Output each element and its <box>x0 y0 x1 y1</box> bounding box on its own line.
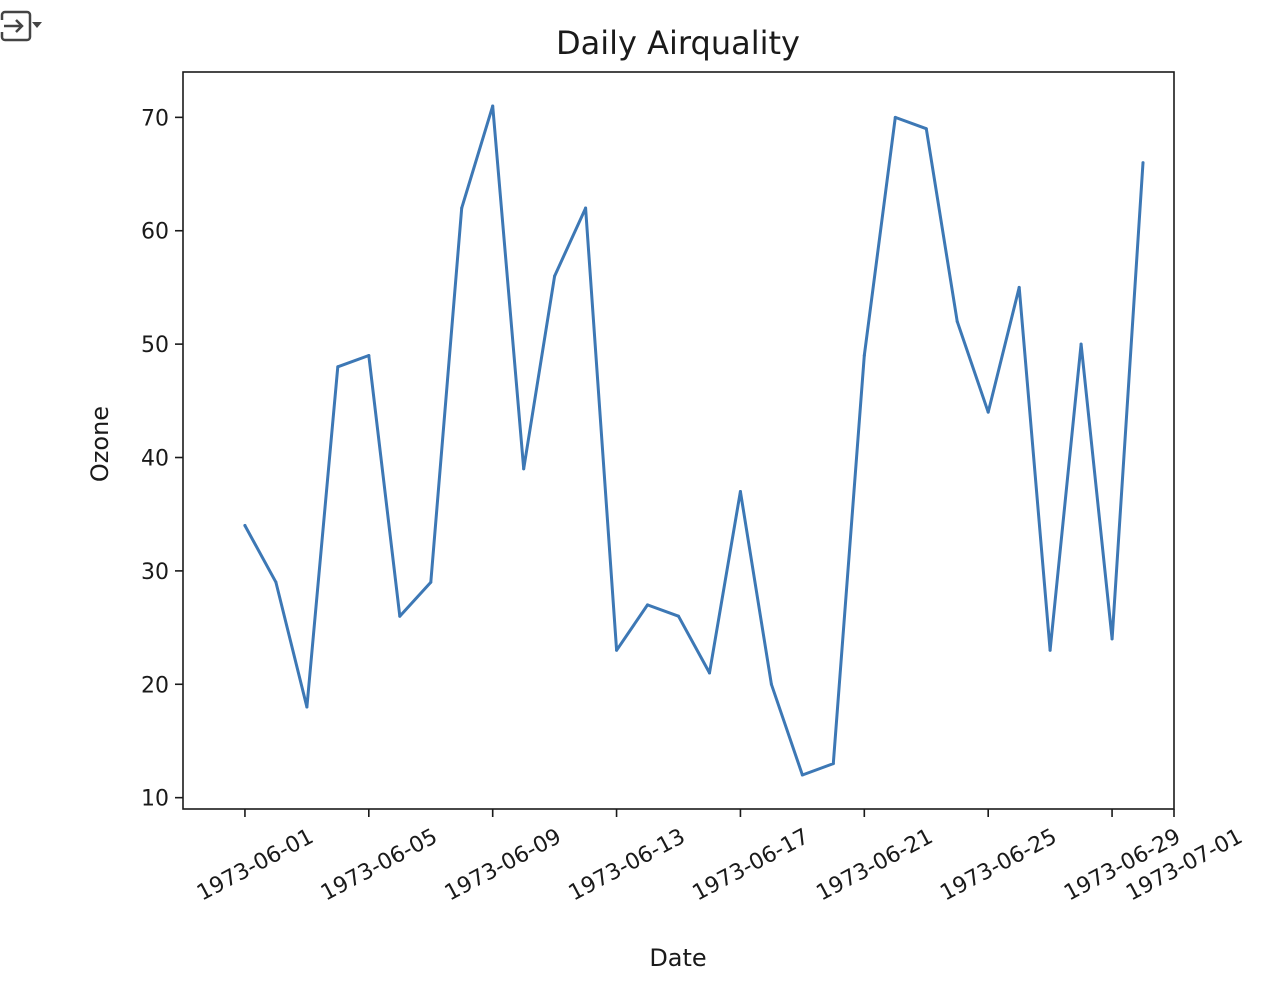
x-tick-label: 1973-06-13 <box>565 824 690 906</box>
data-point <box>646 603 650 607</box>
data-point <box>831 762 835 766</box>
data-point <box>1017 285 1021 289</box>
data-point <box>1048 648 1052 652</box>
y-tick-label: 40 <box>141 447 169 472</box>
x-tick-label: 1973-06-05 <box>317 824 442 906</box>
x-tick-label: 1973-06-17 <box>689 824 814 906</box>
x-tick-label: 1973-06-01 <box>193 824 318 906</box>
data-point <box>1079 342 1083 346</box>
chart-title: Daily Airquality <box>556 24 800 62</box>
data-point <box>336 365 340 369</box>
data-point <box>677 614 680 618</box>
data-point <box>584 206 588 210</box>
series-layer <box>243 104 1145 777</box>
data-point <box>243 524 247 528</box>
data-point <box>1141 161 1145 165</box>
data-point <box>738 490 742 494</box>
data-point <box>955 319 959 323</box>
data-point <box>707 671 711 675</box>
data-point <box>429 580 433 584</box>
x-tick-label: 1973-06-25 <box>936 824 1061 906</box>
x-tick-label: 1973-06-09 <box>441 824 566 906</box>
y-axis-title: Ozone <box>86 406 114 482</box>
y-axis: 10 20 30 40 50 60 70 <box>141 106 183 812</box>
data-point <box>460 206 464 210</box>
data-point <box>491 104 495 108</box>
x-axis-title: Date <box>649 944 706 972</box>
y-tick-label: 50 <box>141 333 169 358</box>
data-point <box>1110 637 1114 641</box>
data-point <box>924 127 928 131</box>
series-line <box>243 104 1145 777</box>
data-point <box>862 353 866 357</box>
y-tick-label: 70 <box>141 106 169 131</box>
y-tick-label: 10 <box>141 787 169 812</box>
plot-area-frame <box>182 71 1175 810</box>
output-collapse-icon[interactable] <box>0 8 44 44</box>
data-point <box>986 410 990 414</box>
data-point <box>522 467 526 471</box>
data-point <box>800 773 804 777</box>
x-tick-label: 1973-06-21 <box>812 824 937 906</box>
data-point <box>769 682 773 686</box>
data-point <box>274 580 278 584</box>
x-axis: 1973-06-01 1973-06-05 1973-06-09 1973-06-13… <box>193 809 1247 906</box>
data-point <box>367 353 371 357</box>
data-point <box>893 115 897 119</box>
y-tick-label: 20 <box>141 673 169 698</box>
data-point <box>615 648 619 652</box>
data-point <box>398 614 402 618</box>
data-point <box>305 705 309 709</box>
y-tick-label: 60 <box>141 220 169 245</box>
y-tick-label: 30 <box>141 560 169 585</box>
data-point <box>553 274 557 278</box>
